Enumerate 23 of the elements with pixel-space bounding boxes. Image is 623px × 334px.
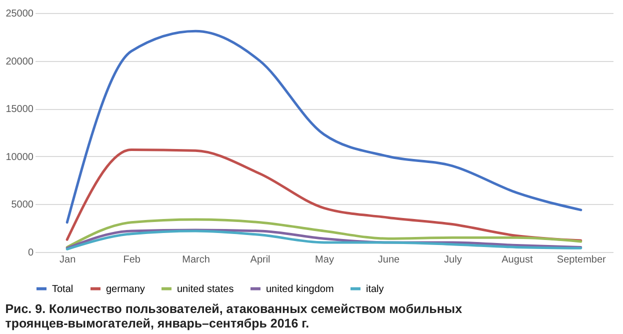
- legend-label: united kingdom: [266, 284, 334, 295]
- legend-label: united states: [177, 284, 234, 295]
- y-tick-label: 15000: [6, 104, 34, 116]
- legend-label: Total: [52, 284, 74, 295]
- y-tick-label: 0: [28, 248, 34, 258]
- y-tick-label: 5000: [11, 200, 34, 211]
- x-tick-label: April: [250, 254, 270, 266]
- y-tick-label: 20000: [6, 56, 34, 68]
- x-tick-label: March: [182, 254, 210, 266]
- x-tick-label: July: [444, 254, 462, 266]
- text: Рис. 9. Количество пользователей, атакованных семейством мобильных троянцев-вымогателей, январь–сентябрь 2016 г.: [5, 302, 462, 330]
- x-tick-label: June: [378, 254, 400, 266]
- legend-label: germany: [106, 284, 145, 295]
- x-tick-label: Feb: [123, 254, 141, 266]
- x-tick-label: Jan: [60, 254, 76, 266]
- y-tick-label: 25000: [6, 8, 34, 20]
- line-series: [66, 218, 582, 248]
- line-series: [66, 30, 582, 224]
- x-tick-label: September: [556, 254, 607, 266]
- legend-label: italy: [366, 284, 384, 295]
- x-tick-label: May: [315, 254, 334, 266]
- y-tick-label: 10000: [6, 152, 34, 163]
- x-tick-label: August: [502, 254, 533, 266]
